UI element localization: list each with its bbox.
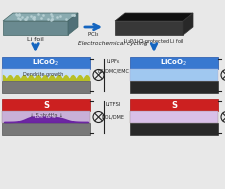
Bar — [130, 123, 218, 135]
Text: LiCoO$_2$: LiCoO$_2$ — [32, 58, 60, 68]
Polygon shape — [68, 13, 78, 35]
Bar — [2, 99, 90, 111]
Text: LiCoO$_2$: LiCoO$_2$ — [160, 58, 188, 68]
Text: Li$_2$S  Li$_2$S$_2$: Li$_2$S Li$_2$S$_2$ — [34, 113, 58, 121]
Bar — [2, 111, 90, 123]
Polygon shape — [115, 13, 193, 21]
Text: S: S — [43, 101, 49, 109]
Text: LiTFSI: LiTFSI — [105, 102, 121, 108]
Bar — [2, 57, 90, 69]
Polygon shape — [183, 13, 193, 35]
Polygon shape — [3, 21, 68, 35]
Bar — [130, 81, 218, 93]
Bar — [2, 81, 90, 93]
Polygon shape — [115, 21, 183, 35]
Text: DOL/DME: DOL/DME — [101, 115, 124, 119]
Bar — [130, 69, 218, 81]
Text: Dendrite growth: Dendrite growth — [23, 72, 63, 77]
Polygon shape — [3, 13, 78, 21]
Bar — [2, 69, 90, 81]
Bar — [130, 57, 218, 69]
Text: EC/DMC/EMC: EC/DMC/EMC — [97, 68, 129, 74]
Text: Li$_3$P/LiCl-protected Li foil: Li$_3$P/LiCl-protected Li foil — [123, 37, 185, 46]
Text: LiPF$_6$: LiPF$_6$ — [106, 57, 120, 67]
Text: PCl$_3$: PCl$_3$ — [87, 30, 100, 39]
Text: S: S — [171, 101, 177, 109]
Bar — [130, 111, 218, 123]
Bar — [130, 99, 218, 111]
Text: Li foil: Li foil — [27, 37, 44, 42]
Text: ↓ S shuttle ↓: ↓ S shuttle ↓ — [29, 113, 63, 118]
Bar — [2, 123, 90, 135]
Text: Electrochemical cycling: Electrochemical cycling — [78, 41, 147, 46]
